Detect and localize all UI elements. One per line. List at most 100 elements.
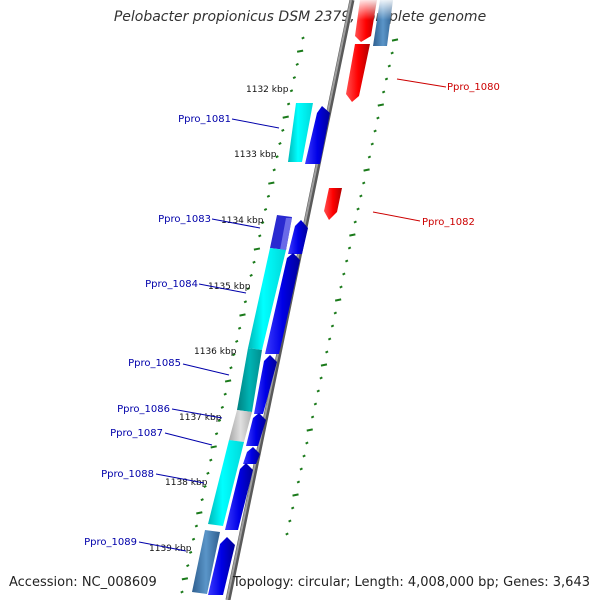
minor-tick	[376, 116, 380, 120]
minor-tick	[188, 550, 193, 554]
tick-label-1132: 1132 kbp	[246, 85, 289, 95]
major-tick	[253, 247, 261, 251]
minor-tick	[220, 405, 225, 409]
minor-tick	[316, 389, 320, 393]
minor-tick	[327, 337, 332, 341]
minor-tick	[191, 537, 196, 541]
gene-labels: Ppro_1080 Ppro_1081 Ppro_1082 Ppro_1083 …	[84, 82, 500, 548]
gene-arrow-ppro-1083[interactable]	[288, 220, 308, 254]
tick-label-1136: 1136 kbp	[194, 347, 237, 357]
gene-arrow-ppro-1080[interactable]	[346, 44, 370, 102]
gene-arrow-ppro-1089[interactable]	[208, 537, 235, 595]
minor-tick	[319, 376, 323, 380]
cds-bar-1085[interactable]	[237, 348, 262, 412]
minor-tick	[203, 484, 207, 488]
gene-label-ppro-1085[interactable]: Ppro_1085	[128, 358, 181, 369]
minor-tick	[232, 353, 236, 357]
accession-text: Accession: NC_008609	[9, 575, 157, 590]
minor-tick	[186, 564, 190, 568]
cds-bar-1089[interactable]	[192, 530, 220, 594]
major-tick	[349, 233, 356, 237]
gene-label-ppro-1084[interactable]: Ppro_1084	[145, 279, 198, 290]
gene-label-ppro-1086[interactable]: Ppro_1086	[117, 404, 170, 415]
minor-tick	[325, 350, 329, 354]
gene-label-ppro-1087[interactable]: Ppro_1087	[110, 428, 163, 439]
minor-tick	[217, 419, 222, 423]
cds-bar-1084[interactable]	[248, 248, 286, 350]
left-tick-track	[180, 36, 305, 594]
minor-tick	[258, 234, 262, 238]
forward-gene-track	[208, 106, 330, 595]
gene-arrow-ppro-1082[interactable]	[324, 188, 342, 220]
gene-arrow-ppro-1088[interactable]	[225, 463, 253, 530]
gene-arrow-ppro-1084[interactable]	[265, 253, 300, 354]
minor-tick	[281, 128, 285, 132]
minor-tick	[243, 300, 248, 304]
tick-label-1138: 1138 kbp	[165, 478, 208, 488]
minor-tick	[194, 524, 199, 528]
minor-tick	[356, 207, 360, 211]
minor-tick	[305, 441, 309, 445]
tick-labels: 1132 kbp 1133 kbp 1134 kbp 1135 kbp 1136…	[149, 85, 289, 554]
cds-track	[192, 0, 393, 594]
gene-label-ppro-1089[interactable]: Ppro_1089	[84, 537, 137, 548]
minor-tick	[289, 89, 294, 93]
minor-tick	[292, 76, 297, 80]
minor-tick	[384, 77, 389, 81]
gene-label-ppro-1082[interactable]: Ppro_1082	[422, 217, 475, 228]
minor-tick	[367, 155, 372, 159]
minor-tick	[223, 392, 227, 396]
minor-tick	[370, 142, 374, 146]
minor-tick	[246, 287, 250, 291]
cds-bar-1086[interactable]	[229, 410, 252, 442]
minor-tick	[263, 207, 268, 211]
tick-label-1137: 1137 kbp	[179, 413, 222, 423]
cds-bar-1081[interactable]	[288, 103, 313, 162]
minor-tick	[272, 168, 276, 172]
major-tick	[391, 38, 399, 42]
major-tick	[296, 49, 304, 53]
gene-label-ppro-1081[interactable]: Ppro_1081	[178, 114, 231, 125]
minor-tick	[330, 324, 335, 328]
major-tick	[239, 313, 246, 317]
cds-bar-1083b[interactable]	[280, 218, 292, 250]
minor-tick	[345, 259, 349, 263]
major-tick	[268, 181, 275, 185]
major-tick	[224, 379, 232, 383]
minor-tick	[302, 454, 306, 458]
minor-tick	[301, 36, 305, 40]
major-tick	[306, 428, 313, 432]
gene-arrow-ppro-1085[interactable]	[254, 355, 277, 414]
minor-tick	[362, 181, 366, 185]
gene-arrow-ppro-1087[interactable]	[243, 447, 260, 464]
major-tick	[196, 511, 203, 515]
right-tick-track	[285, 38, 399, 536]
gene-label-ppro-1088[interactable]: Ppro_1088	[101, 469, 154, 480]
gene-arrow-ppro-1086[interactable]	[246, 413, 266, 446]
major-tick	[181, 577, 189, 581]
gene-arrow-ppro-1081[interactable]	[305, 106, 330, 164]
major-tick	[320, 363, 328, 367]
minor-tick	[286, 102, 291, 106]
minor-tick	[299, 467, 303, 471]
topology-text: Topology: circular; Length: 4,008,000 bp…	[232, 575, 590, 590]
gene-label-ppro-1080[interactable]: Ppro_1080	[447, 82, 500, 93]
gene-label-ppro-1083[interactable]: Ppro_1083	[158, 214, 211, 225]
cds-bar-1087[interactable]	[208, 440, 244, 526]
minor-tick	[347, 246, 352, 250]
minor-tick	[381, 90, 386, 94]
minor-tick	[180, 590, 184, 594]
minor-tick	[214, 432, 219, 436]
tick-label-1139: 1139 kbp	[149, 544, 192, 554]
minor-tick	[342, 272, 346, 276]
minor-tick	[291, 506, 295, 510]
minor-tick	[237, 326, 242, 330]
minor-tick	[278, 142, 282, 146]
minor-tick	[285, 532, 289, 536]
minor-tick	[387, 64, 391, 68]
minor-tick	[275, 155, 279, 159]
minor-tick	[260, 221, 265, 225]
minor-tick	[310, 415, 315, 419]
